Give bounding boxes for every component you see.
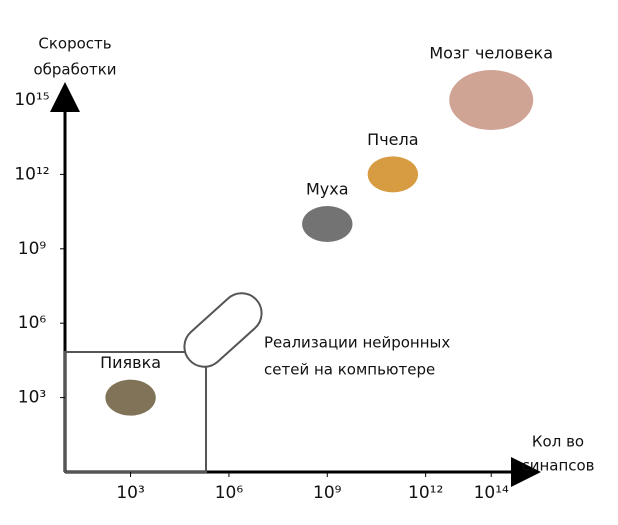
x-tick-label: 10⁶	[215, 483, 244, 503]
y-tick-label: 10⁶	[18, 313, 47, 333]
point-label: Пчела	[367, 130, 418, 149]
x-tick-label: 10⁹	[313, 483, 342, 503]
x-axis-label: Кол во	[532, 433, 584, 451]
y-tick-label: 10¹²	[14, 164, 49, 184]
x-tick-label: 10¹⁴	[474, 483, 509, 503]
point	[449, 70, 534, 130]
y-tick-label: 10³	[18, 388, 46, 408]
leech-box	[64, 351, 207, 473]
annotation: Реализации нейронных	[264, 334, 450, 352]
point-label: Пиявка	[100, 353, 161, 372]
x-tick-label: 10³	[116, 483, 144, 503]
point-label: Мозг человека	[429, 44, 553, 63]
y-tick-label: 10⁹	[18, 239, 47, 259]
y-axis-label: Скорость	[38, 35, 111, 53]
point-label: Муха	[306, 180, 349, 199]
point	[105, 379, 156, 416]
point	[302, 206, 353, 242]
annotation: сетей на компьютере	[264, 361, 435, 379]
y-axis-label: обработки	[33, 61, 116, 79]
computer-oval	[183, 292, 263, 368]
x-tick-label: 10¹²	[408, 483, 443, 503]
x-axis-label: синапсов	[521, 457, 594, 475]
y-tick-label: 10¹⁵	[14, 90, 49, 110]
point	[367, 156, 419, 193]
